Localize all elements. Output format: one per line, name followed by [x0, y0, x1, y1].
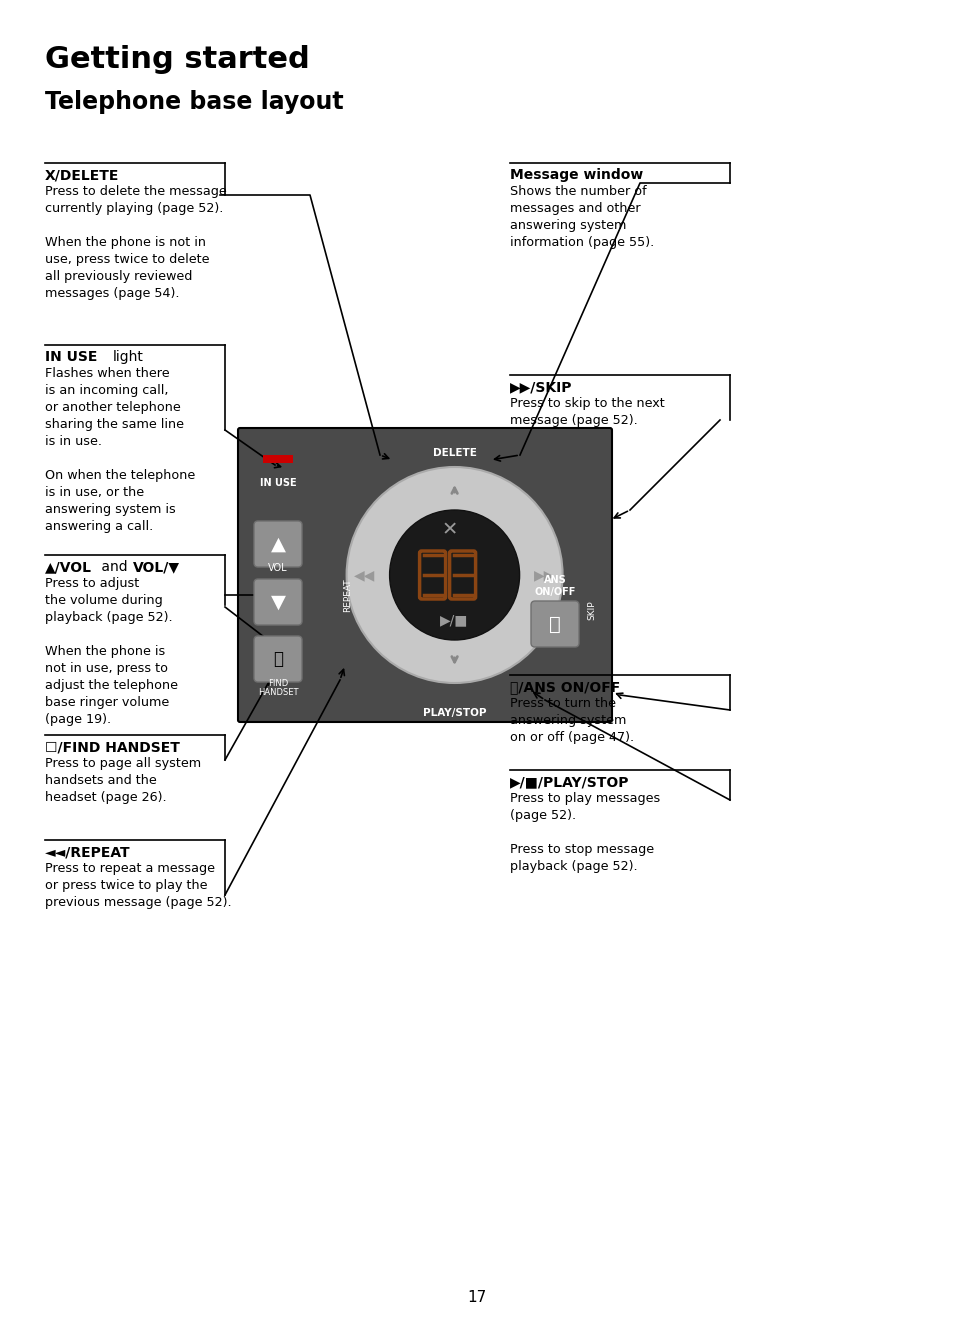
Text: 📱: 📱 [273, 651, 283, 668]
Text: ▶▶: ▶▶ [534, 568, 555, 582]
Text: and: and [97, 560, 132, 574]
Bar [263, 456, 293, 464]
Text: light: light [112, 350, 144, 363]
Text: REPEAT: REPEAT [343, 578, 352, 612]
Text: Flashes when there
is an incoming call,
or another telephone
sharing the same li: Flashes when there is an incoming call, … [45, 367, 195, 533]
Text: Shows the number of
messages and other
answering system
information (page 55).: Shows the number of messages and other a… [510, 184, 654, 248]
Text: Getting started: Getting started [45, 45, 310, 73]
Text: ◄◄/REPEAT: ◄◄/REPEAT [45, 844, 131, 859]
Circle shape [389, 510, 519, 640]
Text: SKIP: SKIP [587, 600, 596, 620]
FancyBboxPatch shape [419, 550, 445, 599]
Text: ⏻: ⏻ [549, 615, 560, 633]
FancyBboxPatch shape [253, 636, 302, 681]
Text: ANS: ANS [543, 574, 566, 585]
Text: ▲: ▲ [271, 534, 285, 553]
Text: ▶/■: ▶/■ [440, 613, 468, 627]
Text: 17: 17 [467, 1291, 486, 1305]
FancyBboxPatch shape [253, 521, 302, 566]
Text: Press to adjust
the volume during
playback (page 52).

When the phone is
not in : Press to adjust the volume during playba… [45, 577, 178, 725]
Text: Press to play messages
(page 52).

Press to stop message
playback (page 52).: Press to play messages (page 52). Press … [510, 792, 659, 872]
Text: FIND: FIND [268, 679, 288, 688]
Text: ⏻/ANS ON/OFF: ⏻/ANS ON/OFF [510, 680, 619, 693]
Text: ▶/■/PLAY/STOP: ▶/■/PLAY/STOP [510, 775, 629, 790]
FancyBboxPatch shape [253, 578, 302, 625]
Text: Press to delete the message
currently playing (page 52).

When the phone is not : Press to delete the message currently pl… [45, 184, 227, 301]
Text: IN USE: IN USE [259, 478, 296, 488]
Text: Press to repeat a message
or press twice to play the
previous message (page 52).: Press to repeat a message or press twice… [45, 862, 232, 908]
Text: Press to page all system
handsets and the
headset (page 26).: Press to page all system handsets and th… [45, 758, 201, 804]
Text: ✕: ✕ [441, 521, 457, 540]
FancyBboxPatch shape [449, 550, 476, 599]
Text: Message window: Message window [510, 168, 642, 182]
Text: VOL: VOL [268, 562, 288, 573]
Text: Press to turn the
answering system
on or off (page 47).: Press to turn the answering system on or… [510, 697, 634, 744]
Text: VOL/▼: VOL/▼ [132, 560, 180, 574]
Circle shape [346, 468, 562, 683]
Text: ▶▶/SKIP: ▶▶/SKIP [510, 379, 572, 394]
Text: Press to skip to the next
message (page 52).: Press to skip to the next message (page … [510, 397, 664, 428]
Text: Telephone base layout: Telephone base layout [45, 90, 343, 114]
Text: ▲/VOL: ▲/VOL [45, 560, 91, 574]
Text: ◀◀: ◀◀ [354, 568, 375, 582]
FancyBboxPatch shape [531, 601, 578, 647]
Text: IN USE: IN USE [45, 350, 102, 363]
Text: DELETE: DELETE [433, 448, 476, 458]
FancyBboxPatch shape [237, 428, 612, 721]
Text: PLAY/STOP: PLAY/STOP [422, 708, 486, 717]
Text: ☐/FIND HANDSET: ☐/FIND HANDSET [45, 740, 180, 754]
Text: HANDSET: HANDSET [257, 688, 298, 696]
Text: ON/OFF: ON/OFF [534, 587, 575, 597]
Text: X/DELETE: X/DELETE [45, 168, 119, 182]
Text: ▼: ▼ [271, 592, 285, 612]
